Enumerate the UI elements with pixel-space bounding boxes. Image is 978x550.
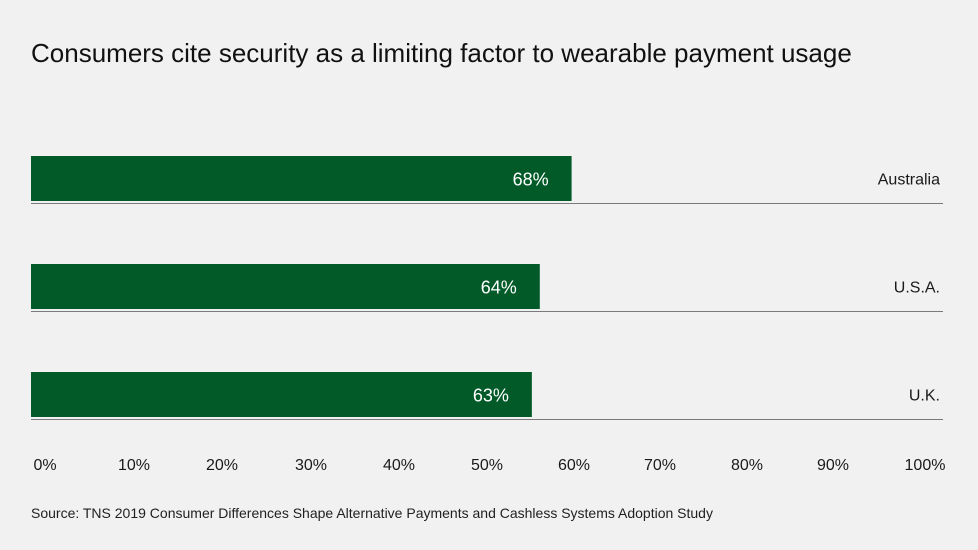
bar-value-label: 64%	[481, 278, 517, 298]
x-tick-label: 70%	[644, 457, 676, 474]
x-tick-label: 30%	[295, 457, 327, 474]
x-tick-label: 100%	[905, 457, 946, 474]
x-tick-label: 0%	[33, 457, 56, 474]
chart-title: Consumers cite security as a limiting fa…	[31, 38, 852, 68]
bar	[31, 264, 540, 309]
x-tick-label: 90%	[817, 457, 849, 474]
bar-value-label: 63%	[473, 386, 509, 406]
x-tick-label: 10%	[118, 457, 150, 474]
x-tick-label: 40%	[383, 457, 415, 474]
x-tick-label: 60%	[558, 457, 590, 474]
x-tick-label: 20%	[206, 457, 238, 474]
x-tick-label: 50%	[471, 457, 503, 474]
category-label: U.S.A.	[894, 280, 940, 297]
bar	[31, 372, 532, 417]
bar-value-label: 68%	[513, 170, 549, 190]
category-label: Australia	[878, 172, 940, 189]
bar	[31, 156, 572, 201]
source-note: Source: TNS 2019 Consumer Differences Sh…	[31, 505, 713, 521]
category-label: U.K.	[909, 388, 940, 405]
x-tick-label: 80%	[731, 457, 763, 474]
